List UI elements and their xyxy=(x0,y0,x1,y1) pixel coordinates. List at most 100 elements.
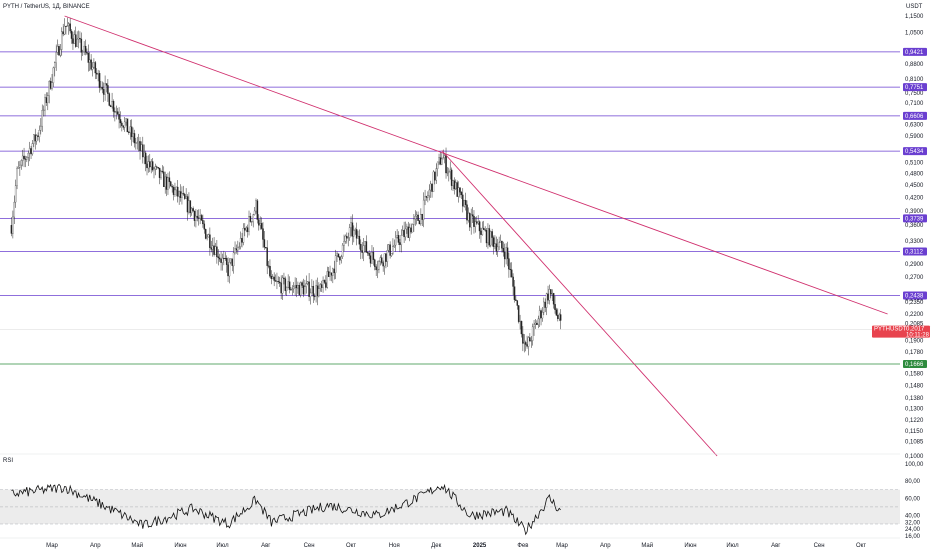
time-tick-label: Апр xyxy=(600,543,611,549)
candle-down xyxy=(156,166,158,168)
candle-up xyxy=(245,227,247,231)
time-tick-label: Июл xyxy=(726,543,739,549)
candle-down xyxy=(218,257,221,260)
candle-down xyxy=(183,194,186,199)
candle-up xyxy=(91,66,94,70)
candle-up xyxy=(443,155,446,158)
candle-up xyxy=(276,281,278,283)
candle-down xyxy=(389,244,391,256)
candle-down xyxy=(246,227,249,232)
candle-up xyxy=(147,161,150,169)
candle-down xyxy=(23,155,25,159)
candle-up xyxy=(297,285,299,289)
price-tick-label: 1,1500 xyxy=(905,14,924,20)
level-badge-label: 0,2438 xyxy=(905,294,924,300)
candle-down xyxy=(351,222,354,237)
candle-down xyxy=(462,194,464,207)
candle-down xyxy=(509,268,512,271)
chart-title: PYTH / TetherUS, 1Д, BINANCE xyxy=(3,4,90,10)
time-tick-label: Дек xyxy=(431,543,441,549)
candle-down xyxy=(372,252,375,260)
candle-up xyxy=(393,244,396,247)
time-tick-label: Июн xyxy=(174,543,186,549)
candle-down xyxy=(121,122,123,126)
candle-down xyxy=(410,227,412,233)
candle-up xyxy=(239,238,242,247)
price-tick-label: 0,2900 xyxy=(905,262,924,268)
candle-down xyxy=(456,182,458,197)
candle-down xyxy=(425,196,428,198)
candle-up xyxy=(505,247,507,260)
candle-up xyxy=(448,171,450,173)
candle-down xyxy=(112,101,115,112)
candle-up xyxy=(362,245,365,253)
candle-up xyxy=(88,59,91,63)
level-badge xyxy=(903,47,927,56)
candle-down xyxy=(87,53,90,63)
price-tick-label: 0,1900 xyxy=(905,338,924,344)
level-badge-label: 0,6606 xyxy=(905,114,924,120)
price-tick-label: 0,6300 xyxy=(905,122,924,128)
candle-down xyxy=(480,230,482,235)
candle-down xyxy=(80,38,83,53)
candle-down xyxy=(439,157,442,165)
candle-up xyxy=(531,326,534,341)
candle-down xyxy=(34,134,36,142)
candle-down xyxy=(95,72,98,75)
candle-up xyxy=(252,214,254,222)
candle-up xyxy=(291,288,294,290)
candle-up xyxy=(533,324,535,328)
candle-up xyxy=(336,253,338,256)
candle-down xyxy=(361,250,363,253)
trend-line[interactable] xyxy=(64,15,888,315)
candle-down xyxy=(158,167,161,178)
candle-up xyxy=(432,171,435,192)
candle-up xyxy=(14,185,17,203)
candle-up xyxy=(66,25,69,27)
price-tick-label: 0,1220 xyxy=(905,418,924,424)
candle-up xyxy=(253,210,256,215)
trend-line[interactable] xyxy=(441,150,718,457)
candle-up xyxy=(467,212,470,221)
candle-down xyxy=(142,144,144,158)
candle-up xyxy=(33,134,35,144)
candle-up xyxy=(211,245,214,250)
candle-down xyxy=(471,214,474,217)
candle-up xyxy=(44,97,46,111)
time-tick-label: Авг xyxy=(771,543,781,549)
candle-down xyxy=(182,193,185,195)
candle-up xyxy=(150,161,152,168)
candle-down xyxy=(157,167,159,169)
level-badge xyxy=(903,214,927,223)
candle-down xyxy=(337,253,340,257)
candle-down xyxy=(37,135,39,137)
candle-down xyxy=(360,244,362,251)
candle-up xyxy=(498,242,500,248)
candle-down xyxy=(203,223,206,230)
candle-down xyxy=(139,141,141,152)
candle-up xyxy=(387,244,390,251)
candle-down xyxy=(355,229,358,239)
candles xyxy=(10,17,562,356)
candle-up xyxy=(76,38,78,47)
candle-up xyxy=(386,250,389,262)
candle-up xyxy=(422,199,425,220)
candle-up xyxy=(332,268,334,276)
candle-down xyxy=(502,247,505,253)
candle-down xyxy=(277,281,280,283)
candle-up xyxy=(378,261,380,270)
candle-up xyxy=(449,169,451,172)
rsi-tick-label: 16,00 xyxy=(905,534,921,540)
candle-up xyxy=(68,23,70,26)
candle-up xyxy=(545,293,548,308)
candle-down xyxy=(179,191,182,198)
candle-up xyxy=(97,73,99,75)
candle-up xyxy=(135,142,137,144)
candle-down xyxy=(323,280,326,283)
candle-down xyxy=(397,235,400,243)
candle-up xyxy=(195,215,197,221)
candle-up xyxy=(55,52,57,63)
candle-up xyxy=(343,241,345,246)
currency-label: USDT xyxy=(906,4,923,10)
